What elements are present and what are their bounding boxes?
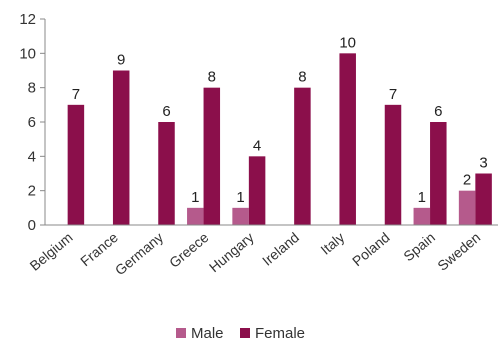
data-label-male-greece: 1 — [191, 189, 199, 206]
data-label-female-sweden: 3 — [479, 155, 487, 172]
data-label-female-hungary: 4 — [253, 137, 261, 154]
data-label-female-ireland: 8 — [298, 69, 306, 86]
y-axis: 0 2 4 6 8 10 12 — [19, 11, 46, 234]
data-label-male-hungary: 1 — [236, 189, 244, 206]
data-label-male-sweden: 2 — [463, 172, 471, 189]
bar-female-ireland — [294, 87, 311, 226]
x-tick-label-spain: Spain — [400, 229, 438, 264]
data-labels: 7 9 6 1 8 1 4 8 10 7 1 6 23 — [72, 34, 488, 206]
y-tick-label: 6 — [28, 114, 36, 131]
x-tick-label-poland: Poland — [349, 229, 393, 269]
legend: Male Female — [176, 325, 305, 342]
data-label-male-spain: 1 — [418, 189, 426, 206]
bar-male-greece — [187, 207, 204, 225]
data-label-female-spain: 6 — [434, 103, 442, 120]
y-tick-label: 4 — [28, 148, 36, 165]
data-label-female-poland: 7 — [389, 86, 397, 103]
x-tick-label-belgium: Belgium — [27, 229, 76, 274]
bar-female-germany — [158, 122, 175, 225]
legend-label-male: Male — [191, 325, 224, 342]
legend-swatch-male — [176, 328, 186, 338]
bar-female-hungary — [248, 156, 266, 225]
y-tick-label: 2 — [28, 183, 36, 200]
x-tick-label-italy: Italy — [317, 229, 347, 258]
y-tick-label: 8 — [28, 80, 36, 97]
x-tick-label-ireland: Ireland — [259, 229, 302, 269]
bar-female-france — [112, 70, 130, 225]
data-label-female-italy: 10 — [339, 34, 356, 51]
bar-female-poland — [384, 104, 402, 225]
legend-label-female: Female — [255, 325, 305, 342]
data-label-female-greece: 8 — [208, 69, 216, 86]
bar-female-greece — [203, 87, 221, 226]
x-tick-label-germany: Germany — [112, 229, 166, 278]
y-tick-label: 10 — [19, 45, 36, 62]
bar-female-spain — [430, 122, 447, 225]
y-tick-label: 0 — [28, 217, 36, 234]
x-tick-label-sweden: Sweden — [434, 229, 483, 274]
bar-female-sweden — [475, 173, 492, 225]
bar-female-belgium — [67, 104, 85, 225]
bar-male-sweden — [458, 190, 476, 225]
data-label-female-germany: 6 — [162, 103, 170, 120]
y-tick-label: 12 — [19, 11, 36, 28]
x-tick-label-hungary: Hungary — [206, 229, 257, 275]
data-label-female-belgium: 7 — [72, 86, 80, 103]
x-tick-label-greece: Greece — [166, 229, 212, 271]
bar-male-spain — [413, 207, 431, 225]
bar-male-hungary — [232, 207, 249, 225]
bar-female-italy — [339, 53, 356, 226]
data-label-female-france: 9 — [117, 52, 125, 69]
legend-swatch-female — [240, 328, 250, 338]
bars — [67, 53, 492, 226]
